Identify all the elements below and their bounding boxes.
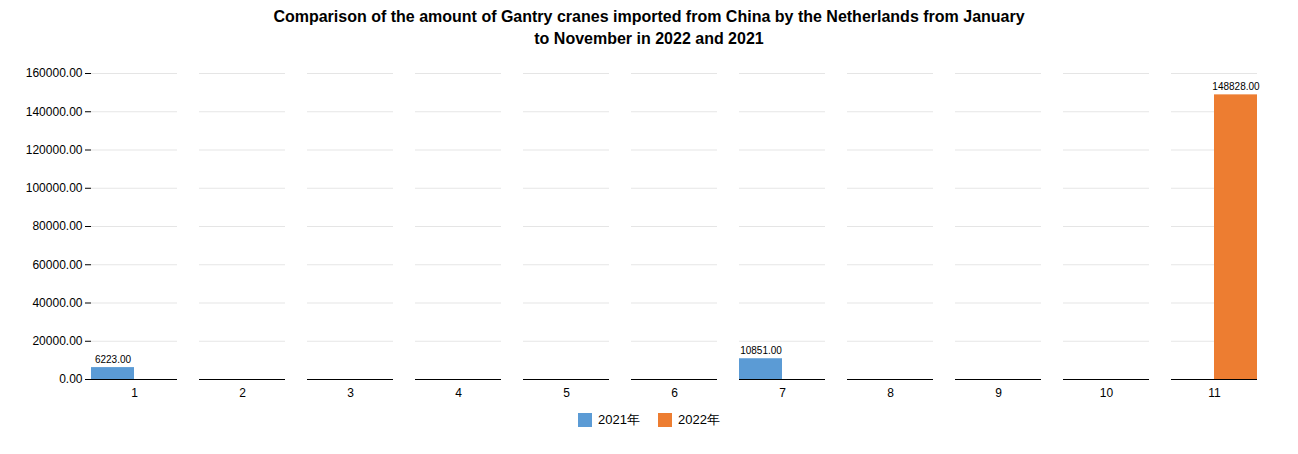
html-text:2022年: 2022年	[678, 412, 720, 428]
svg-text:4: 4	[455, 386, 462, 400]
svg-text:3: 3	[347, 386, 354, 400]
svg-text:0.00: 0.00	[59, 373, 83, 387]
svg-text:8: 8	[887, 386, 894, 400]
svg-text:11: 11	[1208, 386, 1221, 400]
svg-text:10851.00: 10851.00	[740, 345, 782, 356]
svg-text:5: 5	[563, 386, 570, 400]
svg-text:6223.00: 6223.00	[95, 354, 132, 365]
svg-text:148828.00: 148828.00	[1212, 81, 1260, 92]
svg-text:2: 2	[239, 386, 246, 400]
svg-text:10: 10	[1100, 386, 1114, 400]
svg-text:20000.00: 20000.00	[32, 334, 82, 348]
svg-text:100000.00: 100000.00	[26, 181, 83, 195]
svg-text:60000.00: 60000.00	[32, 258, 82, 272]
svg-text:120000.00: 120000.00	[26, 143, 83, 157]
svg-text:140000.00: 140000.00	[26, 105, 83, 119]
svg-text:80000.00: 80000.00	[32, 220, 82, 234]
svg-text:1: 1	[131, 386, 138, 400]
svg-text:7: 7	[779, 386, 786, 400]
svg-text:9: 9	[995, 386, 1002, 400]
svg-text:40000.00: 40000.00	[32, 296, 82, 310]
html-text:2021年: 2021年	[598, 412, 640, 428]
svg-text:160000.00: 160000.00	[26, 67, 83, 81]
html-text:Comparison of the amount of Ga: Comparison of the amount of Gantry crane…	[273, 8, 1025, 47]
svg-text:6: 6	[671, 386, 678, 400]
